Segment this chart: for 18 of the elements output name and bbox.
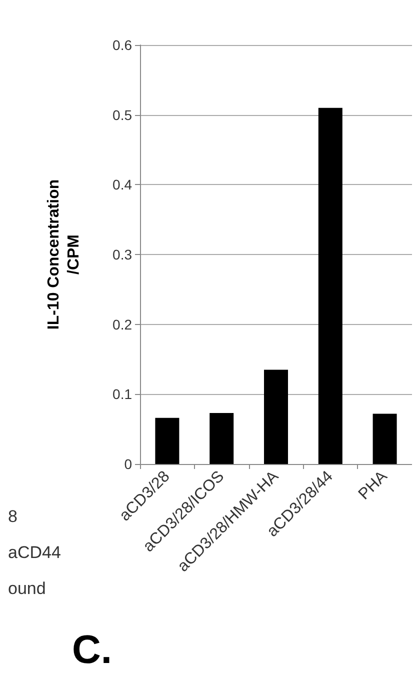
bar — [264, 370, 288, 464]
y-tick-label: 0.2 — [112, 316, 132, 332]
x-tick-label: PHA — [356, 468, 392, 504]
text: aCD44 — [8, 543, 61, 562]
text: 8 — [8, 507, 18, 526]
text: C. — [72, 628, 112, 672]
y-tick-label: 0.3 — [112, 246, 132, 262]
y-tick-label: 0.1 — [112, 386, 132, 402]
y-tick-label: 0.5 — [112, 106, 132, 123]
bar — [318, 108, 342, 464]
y-tick-label: 0.4 — [112, 176, 132, 193]
bar — [155, 418, 180, 464]
y-axis-title: IL-10 Concentration /CPM — [46, 179, 82, 330]
bar — [372, 414, 397, 464]
y-tick-label: 0.6 — [112, 37, 132, 53]
y-tick-label: 0 — [124, 456, 132, 472]
text: ound — [8, 579, 46, 598]
bar — [210, 413, 234, 464]
